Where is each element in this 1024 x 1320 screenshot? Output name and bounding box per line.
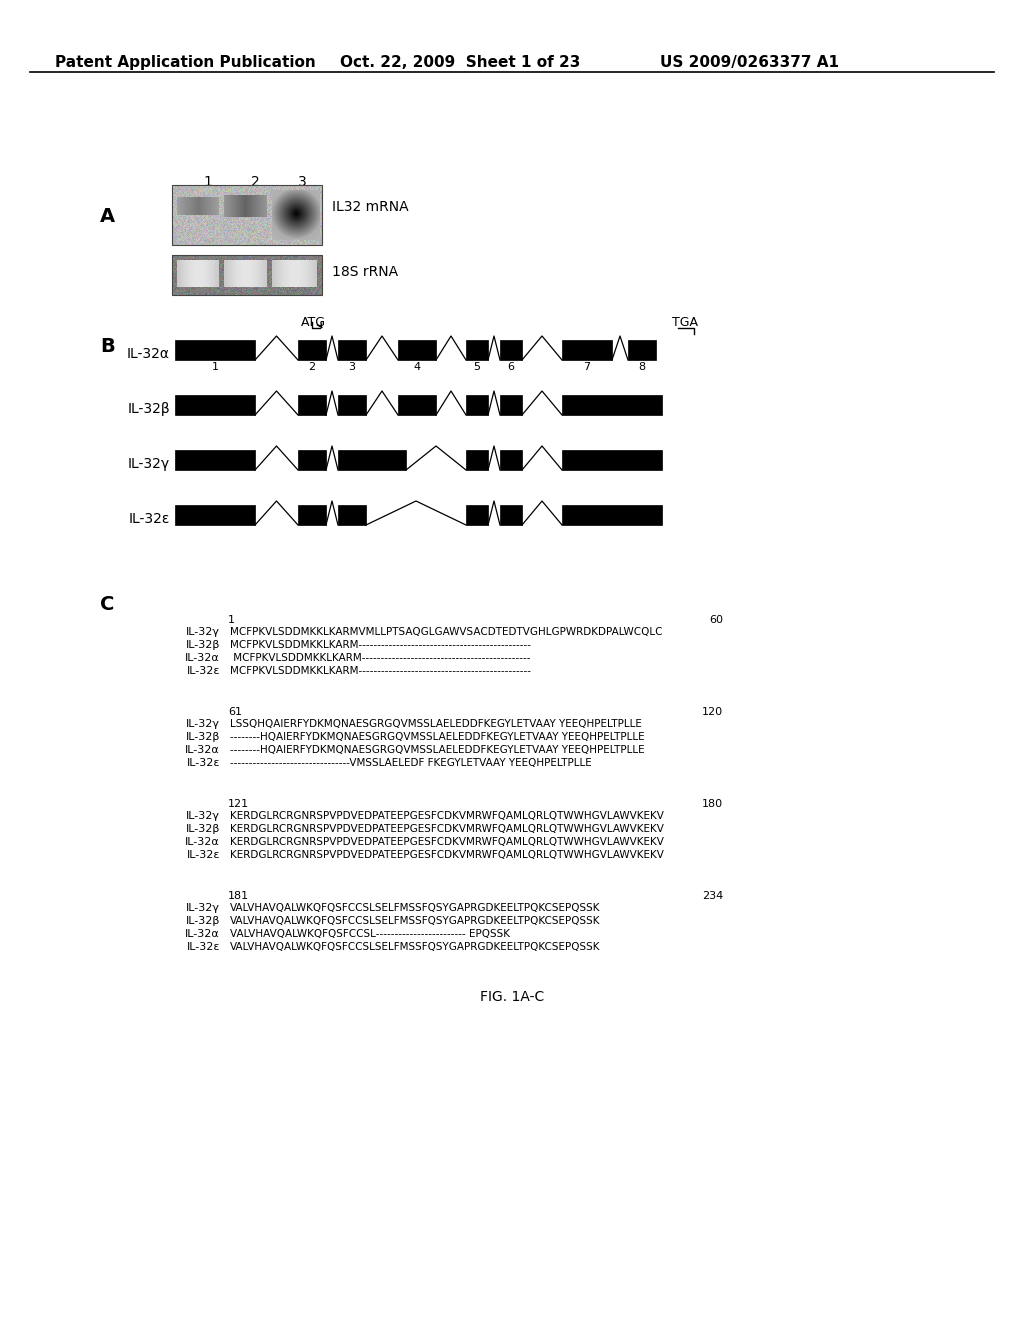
Bar [500, 450, 522, 470]
Text: MCFPKVLSDDMKKLKARM---------------------------------------------: MCFPKVLSDDMKKLKARM----------------------… [230, 653, 530, 663]
Bar [338, 450, 406, 470]
Text: 8: 8 [638, 362, 645, 372]
Bar [298, 341, 326, 360]
Text: IL-32ε: IL-32ε [186, 942, 220, 952]
Text: B: B [100, 337, 115, 356]
Bar [175, 506, 255, 525]
Text: 180: 180 [701, 799, 723, 809]
Text: VALVHAVQALWKQFQSFCCSLSELFMSSFQSYGAPRGDKEELTPQKCSEPQSSK: VALVHAVQALWKQFQSFCCSLSELFMSSFQSYGAPRGDKE… [230, 916, 600, 927]
Text: IL-32γ: IL-32γ [186, 719, 220, 729]
Text: IL-32γ: IL-32γ [186, 903, 220, 913]
Text: IL-32ε: IL-32ε [186, 758, 220, 768]
Text: ATG: ATG [300, 315, 326, 329]
Text: 5: 5 [473, 362, 480, 372]
Text: IL-32β: IL-32β [185, 640, 220, 649]
Text: VALVHAVQALWKQFQSFCCSLSELFMSSFQSYGAPRGDKEELTPQKCSEPQSSK: VALVHAVQALWKQFQSFCCSLSELFMSSFQSYGAPRGDKE… [230, 942, 600, 952]
Text: VALVHAVQALWKQFQSFCCSL------------------------ EPQSSK: VALVHAVQALWKQFQSFCCSL-------------------… [230, 929, 510, 939]
Bar [398, 341, 436, 360]
Text: IL-32ε: IL-32ε [186, 850, 220, 861]
Bar [175, 341, 255, 360]
Text: KERDGLRCRGNRSPVPDVEDPATEEPGESFCDKVMRWFQAMLQRLQTWWHGVLAWVKEKV: KERDGLRCRGNRSPVPDVEDPATEEPGESFCDKVMRWFQA… [230, 850, 664, 861]
Text: IL-32α: IL-32α [185, 929, 220, 939]
Text: FIG. 1A-C: FIG. 1A-C [480, 990, 544, 1005]
Text: IL-32γ: IL-32γ [186, 810, 220, 821]
Bar [562, 506, 662, 525]
Text: 120: 120 [701, 708, 723, 717]
Text: --------------------------------VMSSLAELEDF FKEGYLETVAAY YEEQHPELTPLLE: --------------------------------VMSSLAEL… [230, 758, 592, 768]
Bar [466, 506, 488, 525]
Bar [172, 185, 322, 246]
Text: IL-32α: IL-32α [127, 347, 170, 360]
Text: 3: 3 [298, 176, 306, 189]
Text: MCFPKVLSDDMKKLKARMVMLLPTSAQGLGAWVSACDTEDTVGHLGPWRDKDPALWCQLC: MCFPKVLSDDMKKLKARMVMLLPTSAQGLGAWVSACDTED… [230, 627, 663, 638]
Bar [338, 506, 366, 525]
Bar [175, 450, 255, 470]
Bar [500, 341, 522, 360]
Text: 4: 4 [414, 362, 421, 372]
Text: 6: 6 [508, 362, 514, 372]
Bar [500, 395, 522, 414]
Bar [466, 341, 488, 360]
Text: KERDGLRCRGNRSPVPDVEDPATEEPGESFCDKVMRWFQAMLQRLQTWWHGVLAWVKEKV: KERDGLRCRGNRSPVPDVEDPATEEPGESFCDKVMRWFQA… [230, 837, 664, 847]
Text: IL-32β: IL-32β [185, 916, 220, 927]
Text: KERDGLRCRGNRSPVPDVEDPATEEPGESFCDKVMRWFQAMLQRLQTWWHGVLAWVKEKV: KERDGLRCRGNRSPVPDVEDPATEEPGESFCDKVMRWFQA… [230, 810, 664, 821]
Text: 2: 2 [251, 176, 259, 189]
Text: Oct. 22, 2009  Sheet 1 of 23: Oct. 22, 2009 Sheet 1 of 23 [340, 55, 581, 70]
Bar [172, 255, 322, 294]
Text: 121: 121 [228, 799, 249, 809]
Text: --------HQAIERFYDKMQNAESGRGQVMSSLAELEDDFKEGYLETVAAY YEEQHPELTPLLE: --------HQAIERFYDKMQNAESGRGQVMSSLAELEDDF… [230, 733, 645, 742]
Text: IL32 mRNA: IL32 mRNA [332, 201, 409, 214]
Bar [562, 450, 662, 470]
Bar [398, 395, 436, 414]
Text: IL-32γ: IL-32γ [128, 457, 170, 471]
Text: MCFPKVLSDDMKKLKARM----------------------------------------------: MCFPKVLSDDMKKLKARM----------------------… [230, 640, 531, 649]
Text: 234: 234 [701, 891, 723, 902]
Text: IL-32ε: IL-32ε [186, 667, 220, 676]
Bar [466, 395, 488, 414]
Text: IL-32α: IL-32α [185, 744, 220, 755]
Text: 1: 1 [212, 362, 218, 372]
Text: 3: 3 [348, 362, 355, 372]
Bar [298, 506, 326, 525]
Text: LSSQHQAIERFYDKMQNAESGRGQVMSSLAELEDDFKEGYLETVAAY YEEQHPELTPLLE: LSSQHQAIERFYDKMQNAESGRGQVMSSLAELEDDFKEGY… [230, 719, 642, 729]
Text: IL-32γ: IL-32γ [186, 627, 220, 638]
Text: IL-32β: IL-32β [185, 733, 220, 742]
Text: 181: 181 [228, 891, 249, 902]
Bar [175, 395, 255, 414]
Text: IL-32β: IL-32β [127, 403, 170, 416]
Text: MCFPKVLSDDMKKLKARM----------------------------------------------: MCFPKVLSDDMKKLKARM----------------------… [230, 667, 531, 676]
Bar [298, 395, 326, 414]
Text: Patent Application Publication: Patent Application Publication [55, 55, 315, 70]
Text: IL-32α: IL-32α [185, 653, 220, 663]
Bar [298, 450, 326, 470]
Text: VALVHAVQALWKQFQSFCCSLSELFMSSFQSYGAPRGDKEELTPQKCSEPQSSK: VALVHAVQALWKQFQSFCCSLSELFMSSFQSYGAPRGDKE… [230, 903, 600, 913]
Bar [466, 450, 488, 470]
Text: 1: 1 [204, 176, 212, 189]
Text: 60: 60 [709, 615, 723, 624]
Text: TGA: TGA [672, 315, 698, 329]
Bar [500, 506, 522, 525]
Text: KERDGLRCRGNRSPVPDVEDPATEEPGESFCDKVMRWFQAMLQRLQTWWHGVLAWVKEKV: KERDGLRCRGNRSPVPDVEDPATEEPGESFCDKVMRWFQA… [230, 824, 664, 834]
Text: 61: 61 [228, 708, 242, 717]
Text: IL-32α: IL-32α [185, 837, 220, 847]
Bar [562, 395, 662, 414]
Text: --------HQAIERFYDKMQNAESGRGQVMSSLAELEDDFKEGYLETVAAY YEEQHPELTPLLE: --------HQAIERFYDKMQNAESGRGQVMSSLAELEDDF… [230, 744, 645, 755]
Bar [562, 341, 612, 360]
Text: US 2009/0263377 A1: US 2009/0263377 A1 [660, 55, 839, 70]
Bar [338, 395, 366, 414]
Text: 1: 1 [228, 615, 234, 624]
Text: 18S rRNA: 18S rRNA [332, 265, 398, 279]
Text: IL-32ε: IL-32ε [129, 512, 170, 525]
Text: A: A [100, 207, 115, 226]
Text: C: C [100, 595, 115, 614]
Bar [338, 341, 366, 360]
Text: 7: 7 [584, 362, 591, 372]
Text: IL-32β: IL-32β [185, 824, 220, 834]
Bar [628, 341, 656, 360]
Text: 2: 2 [308, 362, 315, 372]
